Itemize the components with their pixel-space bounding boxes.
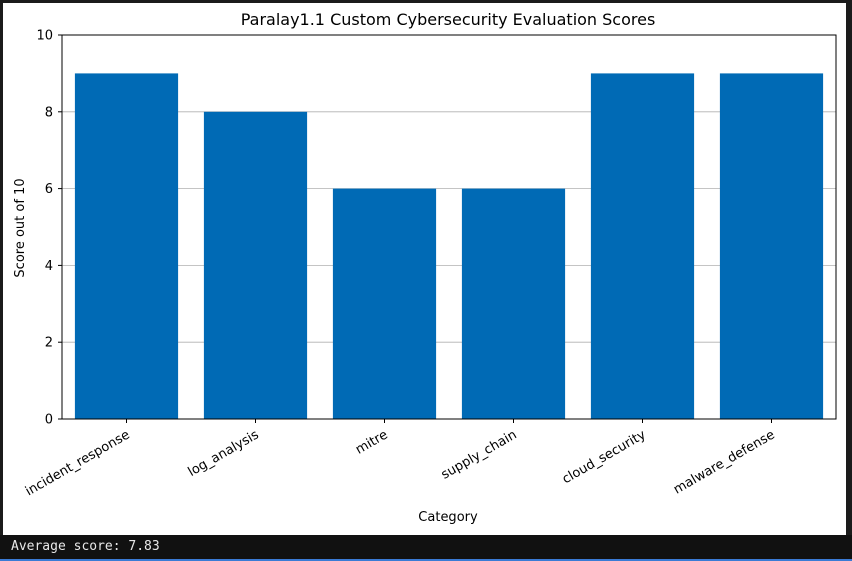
- x-tick-label-mitre: mitre: [353, 427, 390, 457]
- x-tick-label-log_analysis: log_analysis: [186, 427, 262, 480]
- window-bottom-border: [0, 559, 852, 561]
- y-axis-ticks: 0 2 4 6 8 10: [36, 29, 62, 428]
- y-tick-label-5: 10: [36, 29, 53, 44]
- bars: [74, 73, 824, 420]
- x-tick-label-incident_response: incident_response: [23, 427, 132, 499]
- average-score-text: Average score: 7.83: [11, 539, 160, 554]
- y-tick-label-4: 8: [45, 105, 53, 120]
- x-tick-label-malware_defense: malware_defense: [671, 427, 777, 497]
- x-axis-ticks: incident_response log_analysis mitre supply…: [23, 419, 778, 499]
- x-tick-label-supply_chain: supply_chain: [439, 427, 520, 482]
- y-axis-label: Score out of 10: [13, 178, 28, 277]
- y-tick-label-1: 2: [45, 336, 53, 351]
- y-tick-label-3: 6: [45, 182, 53, 197]
- y-tick-label-0: 0: [45, 413, 53, 428]
- x-tick-label-cloud_security: cloud_security: [560, 427, 649, 487]
- chart-figure: Paralay1.1 Custom Cybersecurity Evaluati…: [3, 3, 846, 535]
- bar-chart: Paralay1.1 Custom Cybersecurity Evaluati…: [13, 10, 837, 525]
- bar-malware_defense: [719, 73, 824, 420]
- chart-title: Paralay1.1 Custom Cybersecurity Evaluati…: [241, 10, 656, 29]
- bar-log_analysis: [203, 111, 308, 420]
- bar-incident_response: [74, 73, 179, 420]
- grid-lines: [62, 111, 836, 343]
- x-axis-label: Category: [418, 510, 478, 525]
- plot-frame: [61, 34, 837, 420]
- bar-mitre: [332, 188, 437, 419]
- status-bar: Average score: 7.83: [0, 535, 852, 559]
- axes: [61, 34, 837, 420]
- bar-cloud_security: [590, 73, 695, 420]
- y-tick-label-2: 4: [45, 259, 53, 274]
- bar-supply_chain: [461, 188, 566, 419]
